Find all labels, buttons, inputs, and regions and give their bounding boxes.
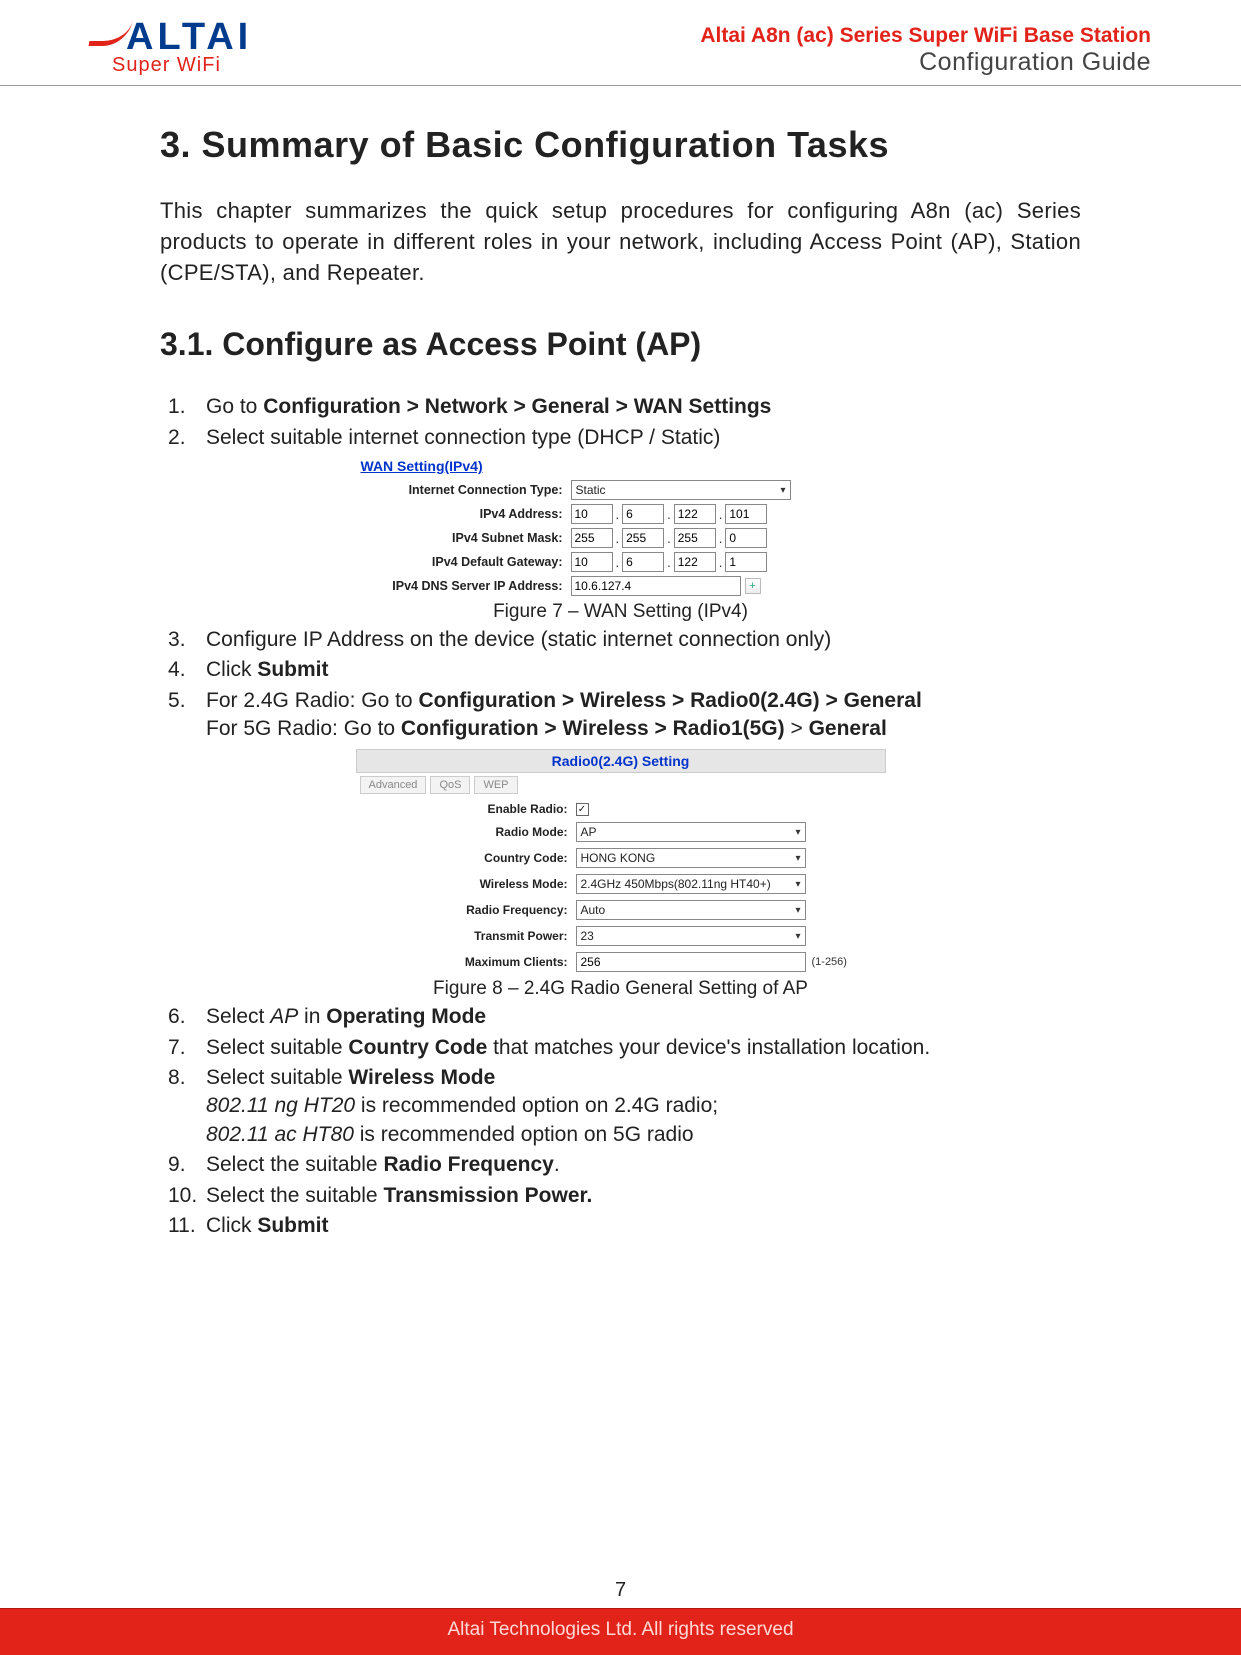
radio-power-label: Transmit Power:	[356, 929, 576, 943]
step-9: Select the suitable Radio Frequency.	[168, 1151, 1081, 1179]
logo-text: ALTAI	[126, 18, 252, 56]
chevron-down-icon: ▾	[795, 905, 800, 916]
header-right: Altai A8n (ac) Series Super WiFi Base St…	[700, 24, 1151, 77]
wan-addr-label: IPv4 Address:	[361, 507, 571, 521]
content-area: 3. Summary of Basic Configuration Tasks …	[0, 86, 1241, 1240]
wan-figure-title: WAN Setting(IPv4)	[361, 458, 881, 474]
step-5: For 2.4G Radio: Go to Configuration > Wi…	[168, 687, 1081, 744]
wan-gw-label: IPv4 Default Gateway:	[361, 555, 571, 569]
wan-gw-oct-3[interactable]	[725, 552, 767, 572]
page-number: 7	[0, 1579, 1241, 1602]
radio-power-select[interactable]: 23▾	[576, 926, 806, 946]
step-1-path: Configuration > Network > General > WAN …	[263, 395, 771, 418]
wan-addr-oct-2[interactable]	[674, 504, 716, 524]
logo-block: ALTAI Super WiFi	[90, 18, 252, 77]
chevron-down-icon: ▾	[795, 931, 800, 942]
steps-list-cont: Configure IP Address on the device (stat…	[168, 626, 1081, 743]
add-icon[interactable]: +	[745, 578, 761, 594]
wan-mask-oct-1[interactable]	[622, 528, 664, 548]
wan-mask-label: IPv4 Subnet Mask:	[361, 531, 571, 545]
step-4: Click Submit	[168, 656, 1081, 684]
step-10: Select the suitable Transmission Power.	[168, 1182, 1081, 1210]
wan-addr-oct-0[interactable]	[571, 504, 613, 524]
tab-qos[interactable]: QoS	[430, 776, 470, 794]
wan-gw-oct-1[interactable]	[622, 552, 664, 572]
radio-freq-select[interactable]: Auto▾	[576, 900, 806, 920]
radio-mode-label: Radio Mode:	[356, 825, 576, 839]
chevron-down-icon: ▾	[780, 485, 785, 496]
step-8: Select suitable Wireless Mode 802.11 ng …	[168, 1064, 1081, 1149]
wan-mask-oct-3[interactable]	[725, 528, 767, 548]
logo-main: ALTAI	[90, 18, 252, 56]
radio-figure-header: Radio0(2.4G) Setting	[356, 749, 886, 773]
tab-advanced[interactable]: Advanced	[360, 776, 427, 794]
chapter-intro: This chapter summarizes the quick setup …	[160, 196, 1081, 288]
wan-dns-input[interactable]	[571, 576, 741, 596]
wan-dns-label: IPv4 DNS Server IP Address:	[361, 579, 571, 593]
wan-gw-oct-0[interactable]	[571, 552, 613, 572]
steps-list-cont2: Select AP in Operating Mode Select suita…	[168, 1003, 1081, 1240]
step-2: Select suitable internet connection type…	[168, 424, 1081, 452]
radio-country-label: Country Code:	[356, 851, 576, 865]
radio-country-select[interactable]: HONG KONG▾	[576, 848, 806, 868]
step-11: Click Submit	[168, 1212, 1081, 1240]
header-product-title: Altai A8n (ac) Series Super WiFi Base St…	[700, 24, 1151, 48]
radio-max-label: Maximum Clients:	[356, 955, 576, 969]
radio-figure: Radio0(2.4G) Setting Advanced QoS WEP En…	[356, 749, 886, 972]
radio-figure-caption: Figure 8 – 2.4G Radio General Setting of…	[160, 978, 1081, 1000]
footer-copyright: Altai Technologies Ltd. All rights reser…	[0, 1608, 1241, 1655]
steps-list: Go to Configuration > Network > General …	[168, 393, 1081, 452]
wan-addr-oct-1[interactable]	[622, 504, 664, 524]
radio-enable-checkbox[interactable]: ✓	[576, 803, 589, 816]
step-1: Go to Configuration > Network > General …	[168, 393, 1081, 421]
wan-conn-type-label: Internet Connection Type:	[361, 483, 571, 497]
step-7: Select suitable Country Code that matche…	[168, 1034, 1081, 1062]
chevron-down-icon: ▾	[795, 853, 800, 864]
page-header: ALTAI Super WiFi Altai A8n (ac) Series S…	[0, 0, 1241, 86]
wan-conn-type-select[interactable]: Static ▾	[571, 480, 791, 500]
step-1-pre: Go to	[206, 395, 263, 418]
radio-max-input[interactable]	[576, 952, 806, 972]
wan-addr-oct-3[interactable]	[725, 504, 767, 524]
tab-wep[interactable]: WEP	[474, 776, 517, 794]
wan-mask-oct-2[interactable]	[674, 528, 716, 548]
section-heading: 3.1. Configure as Access Point (AP)	[160, 326, 1081, 363]
radio-tabs: Advanced QoS WEP	[360, 776, 886, 794]
step-6: Select AP in Operating Mode	[168, 1003, 1081, 1031]
page-footer: 7 Altai Technologies Ltd. All rights res…	[0, 1579, 1241, 1655]
radio-max-range: (1-256)	[812, 956, 847, 968]
radio-enable-label: Enable Radio:	[356, 802, 576, 816]
step-3: Configure IP Address on the device (stat…	[168, 626, 1081, 654]
radio-wireless-label: Wireless Mode:	[356, 877, 576, 891]
wan-figure-caption: Figure 7 – WAN Setting (IPv4)	[160, 601, 1081, 623]
chevron-down-icon: ▾	[795, 827, 800, 838]
wan-mask-oct-0[interactable]	[571, 528, 613, 548]
wan-figure: WAN Setting(IPv4) Internet Connection Ty…	[361, 458, 881, 596]
radio-wireless-select[interactable]: 2.4GHz 450Mbps(802.11ng HT40+)▾	[576, 874, 806, 894]
wan-conn-type-value: Static	[576, 483, 606, 497]
chevron-down-icon: ▾	[795, 879, 800, 890]
header-doc-title: Configuration Guide	[700, 48, 1151, 77]
radio-mode-select[interactable]: AP▾	[576, 822, 806, 842]
chapter-heading: 3. Summary of Basic Configuration Tasks	[160, 124, 1081, 166]
wan-gw-oct-2[interactable]	[674, 552, 716, 572]
radio-freq-label: Radio Frequency:	[356, 903, 576, 917]
